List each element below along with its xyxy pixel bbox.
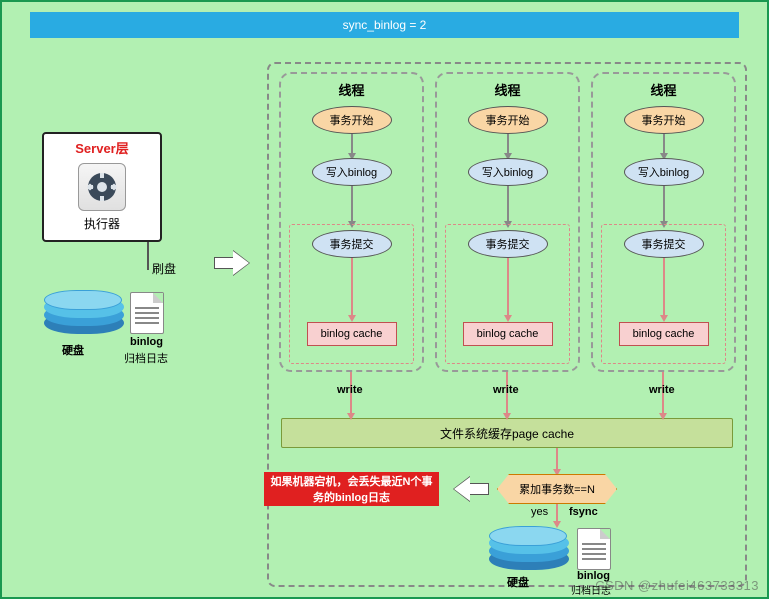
thread-title: 线程	[281, 80, 422, 99]
node-start: 事务开始	[312, 106, 392, 134]
big-arrow-right	[214, 252, 250, 274]
arrow-cache-decision	[556, 448, 558, 470]
thread-title: 线程	[593, 80, 734, 99]
server-title: Server层	[44, 138, 160, 157]
thread-column-1: 线程事务开始写入binlog 事务提交 binlog cache	[279, 72, 424, 372]
watermark: CSDN @zhufei463733313	[595, 578, 759, 593]
arrow-decision-disk	[556, 504, 558, 522]
write-label: write	[337, 384, 363, 396]
thread-column-2: 线程事务开始写入binlog 事务提交 binlog cache	[435, 72, 580, 372]
arrow-head-decision-disk	[553, 521, 561, 528]
left-disk-label: 硬盘	[62, 342, 84, 358]
decision-diamond: 累加事务数==N	[497, 474, 617, 504]
threads-region: 线程事务开始写入binlog事务提交binlog cache线程事务开始写入bi…	[267, 62, 747, 587]
node-write-binlog: 写入binlog	[468, 158, 548, 186]
node-write-binlog: 写入binlog	[312, 158, 392, 186]
node-binlog-cache: binlog cache	[463, 322, 553, 346]
server-box: Server层 执行器	[42, 132, 162, 242]
fsync-label: fsync	[569, 506, 598, 518]
arrow-head-thread-cache	[659, 413, 667, 420]
node-write-binlog: 写入binlog	[624, 158, 704, 186]
page-cache-box: 文件系统缓存page cache	[281, 418, 733, 448]
left-archive-label: 归档日志	[124, 350, 168, 366]
diagram-canvas: sync_binlog = 2 Server层 执行器 刷盘	[0, 0, 769, 599]
arrow-head-thread-cache	[347, 413, 355, 420]
left-binlog-label: binlog	[130, 336, 163, 348]
thread-title: 线程	[437, 80, 578, 99]
gear-icon	[78, 163, 126, 211]
node-binlog-cache: binlog cache	[619, 322, 709, 346]
node-binlog-cache: binlog cache	[307, 322, 397, 346]
node-commit: 事务提交	[468, 230, 548, 258]
thread-column-3: 线程事务开始写入binlog 事务提交 binlog cache	[591, 72, 736, 372]
yes-label: yes	[531, 506, 548, 518]
warning-box: 如果机器宕机，会丢失最近N个事务的binlog日志	[264, 472, 439, 506]
connector-line	[147, 242, 149, 270]
bottom-disk-label: 硬盘	[507, 574, 529, 590]
node-commit: 事务提交	[624, 230, 704, 258]
node-start: 事务开始	[624, 106, 704, 134]
brush-label: 刷盘	[152, 260, 176, 277]
bottom-binlog-file-icon	[577, 528, 611, 570]
title-bar: sync_binlog = 2	[30, 12, 739, 38]
big-arrow-left	[453, 478, 489, 500]
arrow-head-thread-cache	[503, 413, 511, 420]
node-start: 事务开始	[468, 106, 548, 134]
binlog-file-icon	[130, 292, 164, 334]
node-commit: 事务提交	[312, 230, 392, 258]
write-label: write	[649, 384, 675, 396]
write-label: write	[493, 384, 519, 396]
executor-label: 执行器	[44, 215, 160, 232]
